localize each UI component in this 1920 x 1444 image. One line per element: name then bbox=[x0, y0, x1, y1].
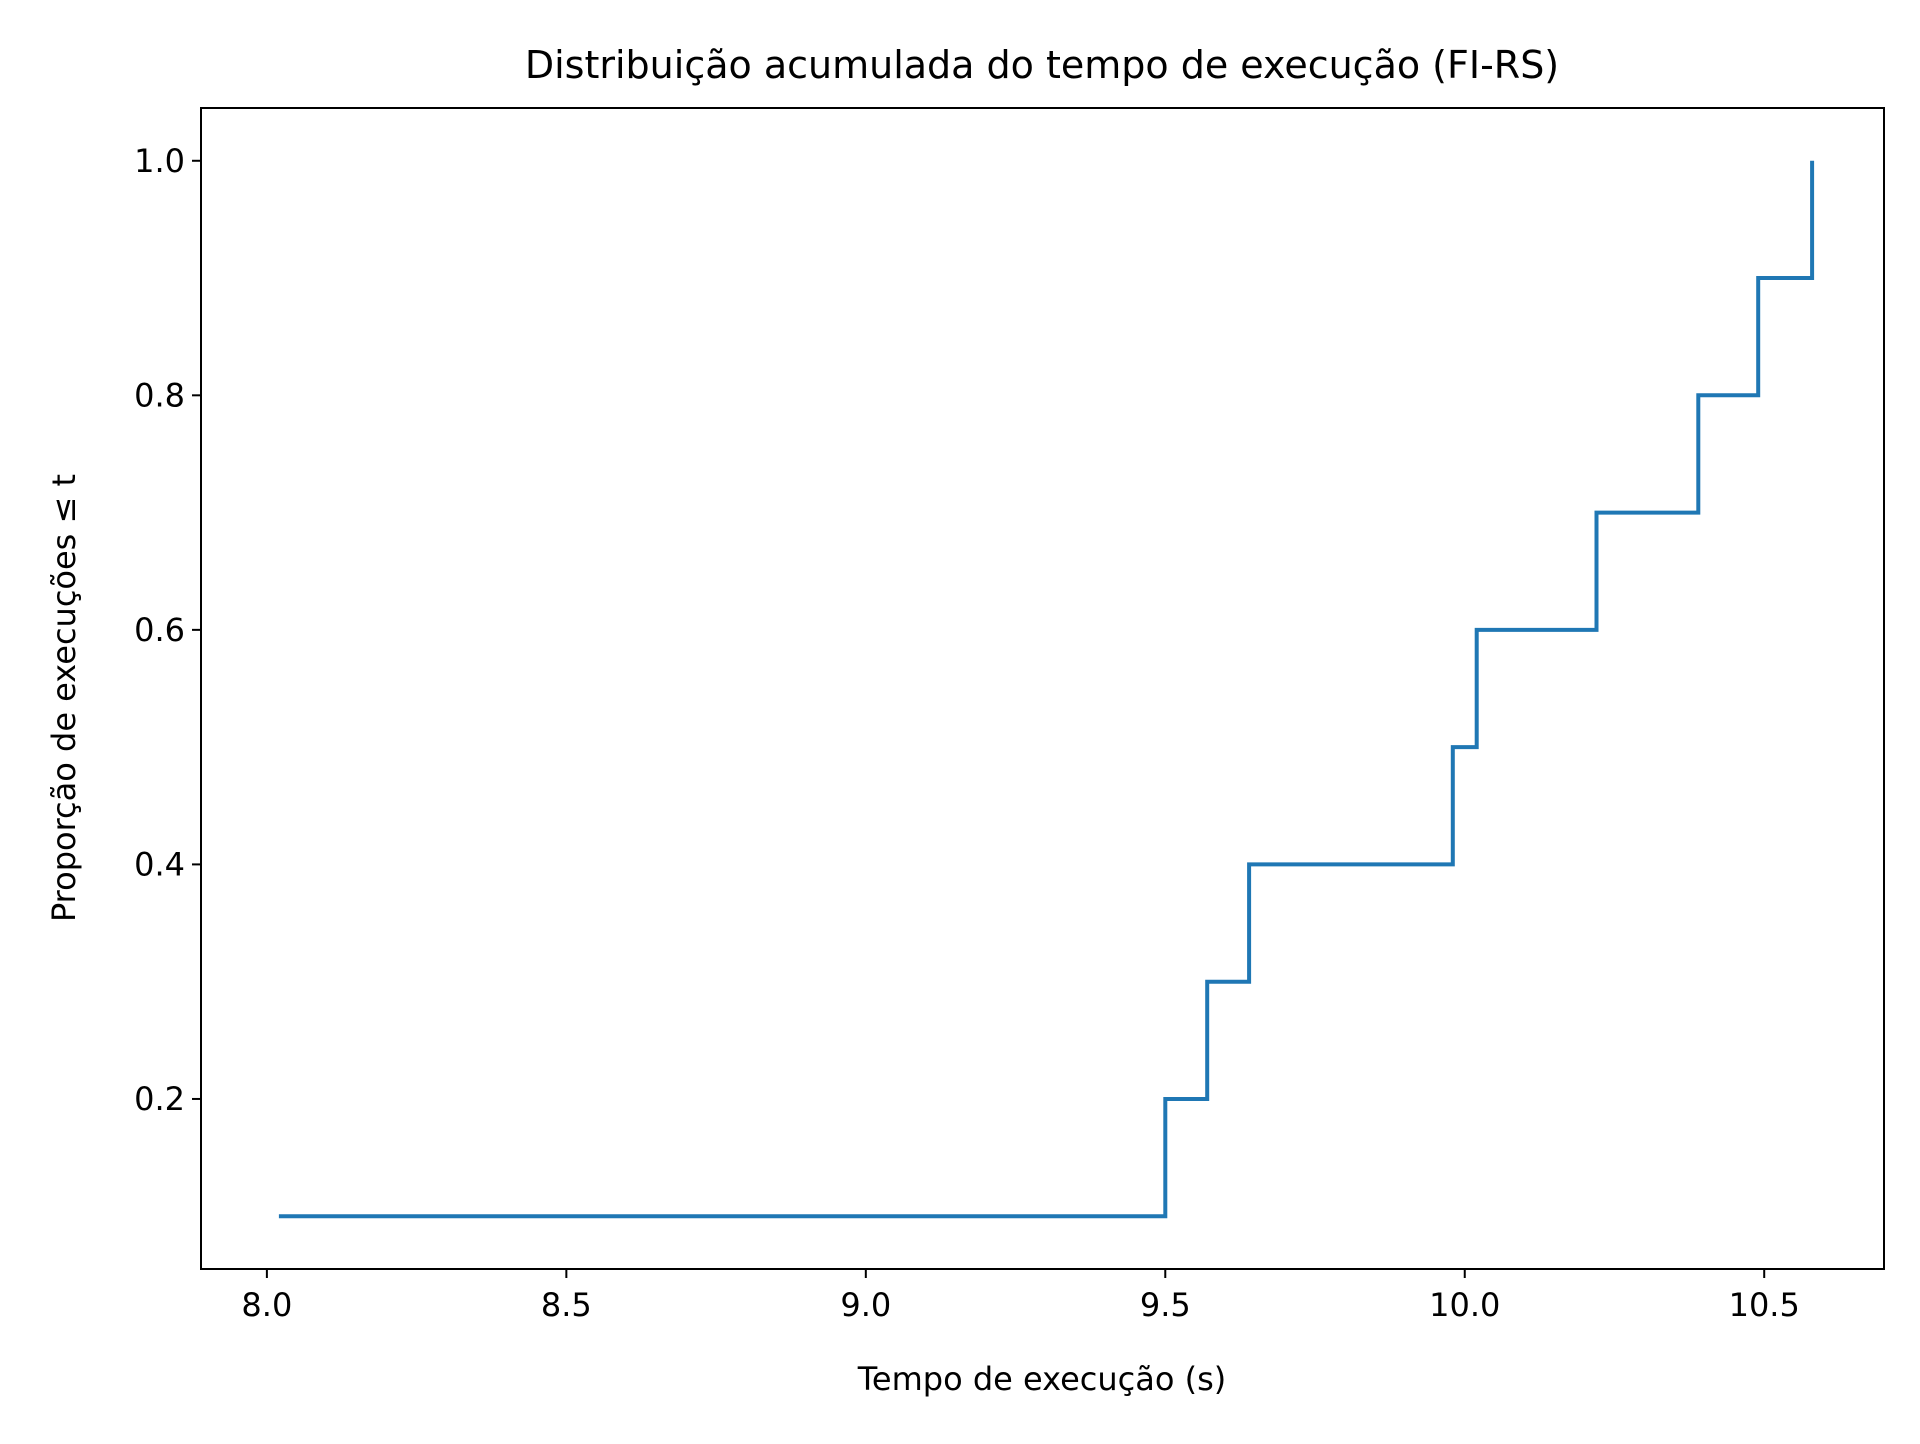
data-point bbox=[1248, 863, 1250, 865]
y-tick-label: 0.4 bbox=[134, 845, 185, 883]
data-point bbox=[278, 1215, 280, 1217]
data-point bbox=[1452, 746, 1454, 748]
y-tick-label: 0.2 bbox=[134, 1080, 185, 1118]
data-point bbox=[1596, 512, 1598, 514]
x-tick-label: 8.5 bbox=[541, 1286, 592, 1324]
data-point bbox=[1757, 277, 1759, 279]
x-tick-label: 9.0 bbox=[840, 1286, 891, 1324]
ticks-layer: 8.0 8.5 9.0 9.5 10.0 10.5 0.2 0.4 0.6 0.8 1.0 bbox=[134, 142, 1800, 1324]
x-tick-label: 10.0 bbox=[1429, 1286, 1500, 1324]
series-layer bbox=[278, 160, 1815, 1219]
data-point bbox=[1164, 1098, 1166, 1100]
data-point bbox=[1476, 629, 1478, 631]
data-point bbox=[1697, 394, 1699, 396]
chart-title: Distribuição acumulada do tempo de execu… bbox=[525, 43, 1559, 87]
x-tick-label: 9.5 bbox=[1140, 1286, 1191, 1324]
data-point bbox=[1811, 160, 1813, 162]
x-tick-label: 10.5 bbox=[1729, 1286, 1800, 1324]
x-axis-label: Tempo de execução (s) bbox=[857, 1360, 1226, 1398]
plot-area-frame bbox=[200, 107, 1885, 1270]
ecdf-step-line bbox=[278, 160, 1815, 1219]
y-tick-label: 0.6 bbox=[134, 611, 185, 649]
y-axis-label: Proporção de execuções ≤ t bbox=[45, 474, 83, 922]
x-tick-label: 8.0 bbox=[241, 1286, 292, 1324]
y-tick-label: 1.0 bbox=[134, 142, 185, 180]
y-tick-label: 0.8 bbox=[134, 376, 185, 414]
data-point bbox=[1206, 981, 1208, 983]
